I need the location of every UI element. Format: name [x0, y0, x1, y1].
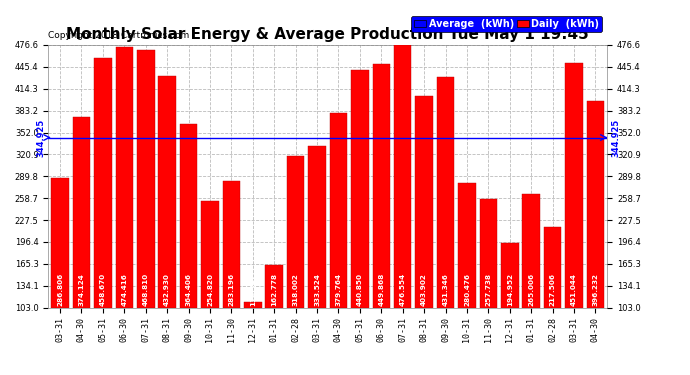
Text: 431.346: 431.346: [442, 274, 448, 306]
Bar: [308, 146, 326, 308]
Bar: [415, 96, 433, 308]
Text: 283.196: 283.196: [228, 273, 235, 306]
Text: 344.925: 344.925: [611, 118, 620, 157]
Text: 468.810: 468.810: [143, 273, 149, 306]
Bar: [351, 70, 368, 308]
Bar: [522, 194, 540, 308]
Text: 458.670: 458.670: [100, 273, 106, 306]
Text: Copyright 2018 Cartronics.com: Copyright 2018 Cartronics.com: [48, 31, 190, 40]
Title: Monthly Solar Energy & Average Production Tue May 1 19:45: Monthly Solar Energy & Average Productio…: [66, 27, 589, 42]
Text: 265.006: 265.006: [528, 273, 534, 306]
Bar: [437, 77, 454, 308]
Legend: Average  (kWh), Daily  (kWh): Average (kWh), Daily (kWh): [411, 16, 602, 32]
Text: 162.778: 162.778: [271, 273, 277, 306]
Bar: [544, 227, 562, 308]
Bar: [201, 201, 219, 308]
Bar: [159, 76, 176, 307]
Text: 333.524: 333.524: [314, 274, 320, 306]
Text: 254.820: 254.820: [207, 273, 213, 306]
Text: 396.232: 396.232: [593, 273, 598, 306]
Bar: [394, 45, 411, 308]
Bar: [458, 183, 475, 308]
Bar: [480, 199, 497, 308]
Bar: [565, 63, 583, 308]
Text: 257.738: 257.738: [485, 273, 491, 306]
Bar: [72, 117, 90, 308]
Bar: [115, 46, 133, 308]
Bar: [287, 156, 304, 308]
Text: 449.868: 449.868: [378, 273, 384, 306]
Bar: [373, 64, 390, 308]
Text: 403.902: 403.902: [421, 274, 427, 306]
Text: 364.406: 364.406: [186, 273, 192, 306]
Text: 286.806: 286.806: [57, 273, 63, 306]
Bar: [501, 243, 519, 308]
Text: 476.554: 476.554: [400, 273, 406, 306]
Text: 451.044: 451.044: [571, 274, 577, 306]
Text: 440.850: 440.850: [357, 273, 363, 306]
Text: 374.124: 374.124: [79, 274, 84, 306]
Text: 432.930: 432.930: [164, 274, 170, 306]
Text: 280.476: 280.476: [464, 273, 470, 306]
Text: 344.925: 344.925: [37, 118, 46, 157]
Bar: [223, 181, 240, 308]
Bar: [330, 113, 347, 308]
Text: 318.002: 318.002: [293, 274, 299, 306]
Bar: [244, 302, 262, 307]
Text: 379.764: 379.764: [335, 273, 342, 306]
Text: 474.416: 474.416: [121, 274, 128, 306]
Bar: [586, 102, 604, 308]
Text: 217.506: 217.506: [550, 273, 555, 306]
Text: 194.952: 194.952: [506, 273, 513, 306]
Bar: [180, 124, 197, 308]
Bar: [266, 266, 283, 308]
Bar: [51, 178, 69, 308]
Bar: [94, 58, 112, 308]
Bar: [137, 51, 155, 308]
Text: 110.342: 110.342: [250, 274, 256, 306]
